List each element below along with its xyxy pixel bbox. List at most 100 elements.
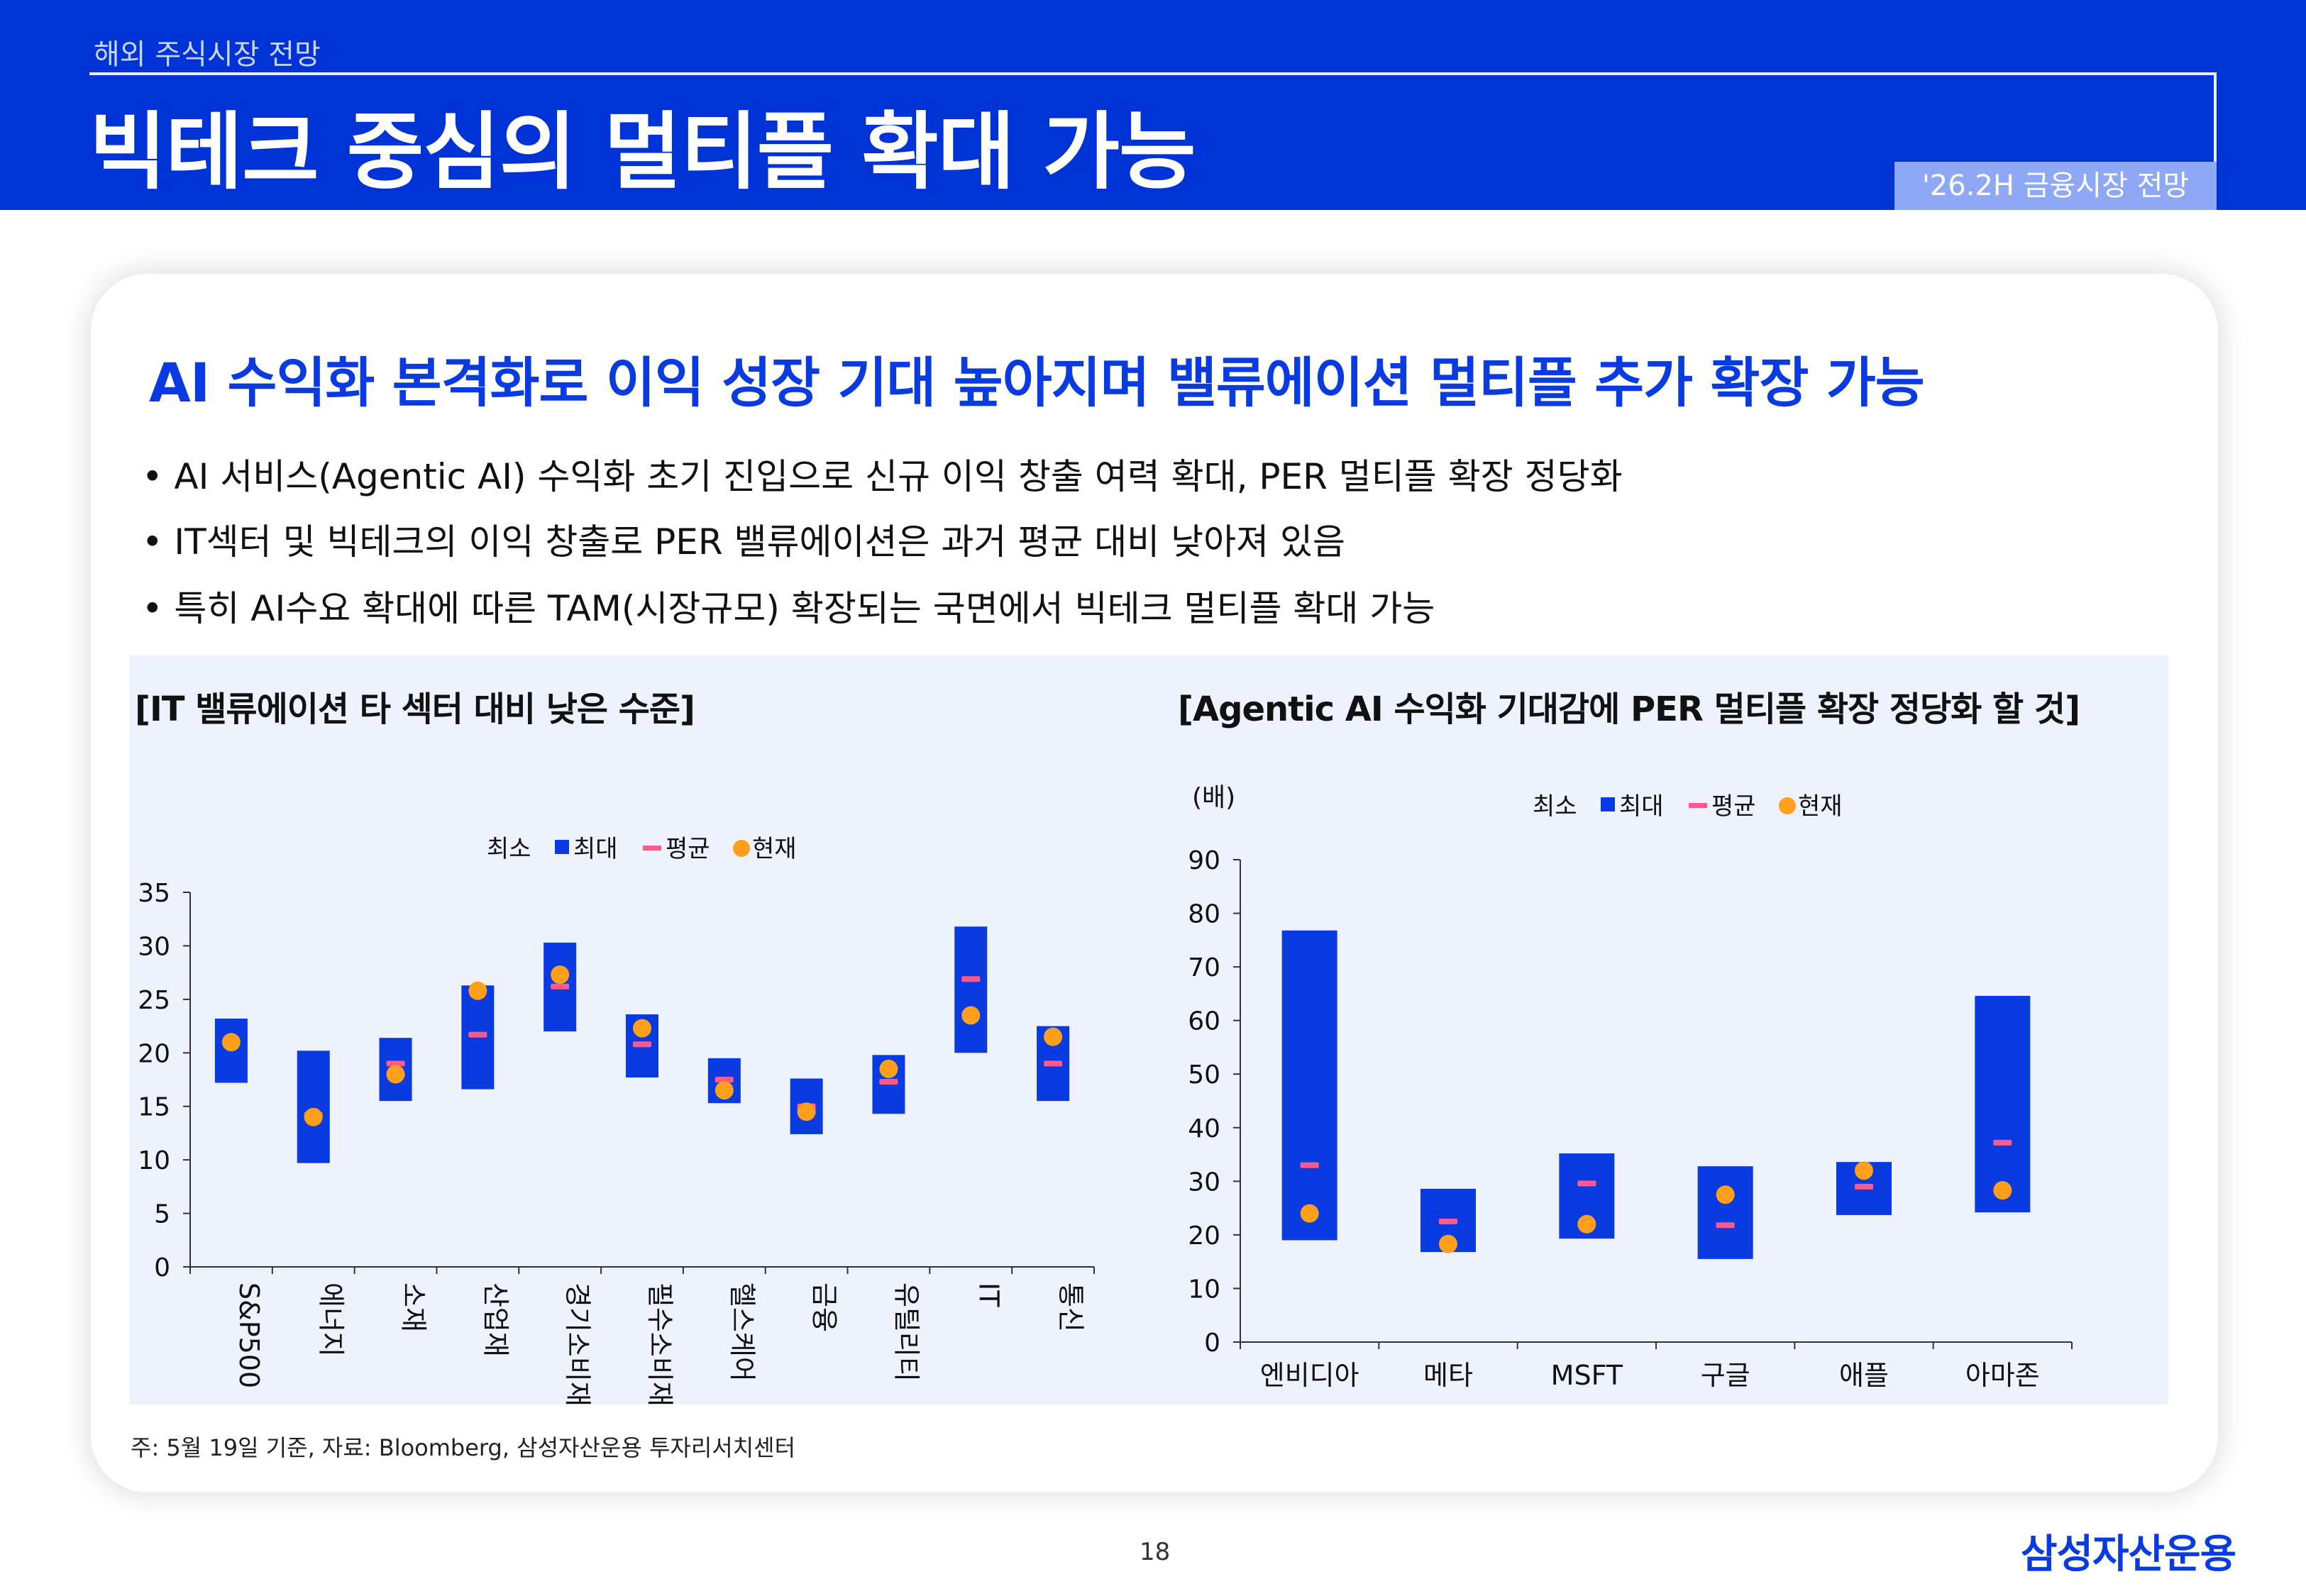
legend-label-max: 최대	[573, 835, 618, 863]
current-marker	[961, 1006, 981, 1025]
slide-subtitle: AI 수익화 본격화로 이익 성장 기대 높아지며 밸류에이션 멀티플 추가 확…	[149, 351, 1925, 414]
bar-range	[297, 1051, 330, 1163]
y-tick-label: 80	[1188, 900, 1220, 929]
footnote: 주: 5월 19일 기준, 자료: Bloomberg, 삼성자산운용 투자리서…	[131, 1434, 796, 1461]
current-marker	[1439, 1234, 1457, 1253]
legend-label-avg: 평균	[666, 835, 710, 863]
avg-marker	[1993, 1139, 2012, 1146]
y-tick-label: 30	[138, 932, 170, 961]
x-tick-label: 소재	[398, 1282, 429, 1332]
current-marker	[1577, 1214, 1596, 1234]
y-tick-label: 0	[154, 1253, 170, 1282]
current-marker	[551, 965, 570, 985]
x-tick-label: S&P500	[233, 1282, 265, 1388]
y-axis-label: (배)	[1192, 783, 1235, 812]
report-tag: '26.2H 금융시장 전망	[1894, 162, 2217, 210]
section-label: 해외 주식시장 전망	[94, 38, 321, 71]
bar-range	[1975, 995, 2031, 1213]
avg-marker	[551, 983, 570, 990]
avg-marker	[1855, 1183, 1873, 1190]
x-tick-label: 금융	[809, 1282, 840, 1332]
legend-swatch-avg	[643, 846, 661, 850]
current-marker	[1716, 1185, 1735, 1204]
current-marker	[386, 1065, 405, 1084]
bullet-item: • IT섹터 및 빅테크의 이익 창출로 PER 밸류에이션은 과거 평균 대비…	[142, 521, 1345, 563]
legend-label-min: 최소	[1533, 792, 1577, 821]
current-marker	[304, 1107, 323, 1126]
avg-marker	[468, 1031, 487, 1038]
avg-marker	[879, 1079, 898, 1085]
x-tick-label: 경기소비재	[562, 1282, 593, 1407]
y-tick-label: 5	[154, 1200, 170, 1229]
legend-label-max: 최대	[1619, 792, 1664, 821]
legend-label-current: 현재	[752, 835, 797, 863]
current-marker	[879, 1059, 898, 1078]
page-number: 18	[1140, 1538, 1171, 1566]
bar-range	[1281, 930, 1337, 1241]
y-tick-label: 40	[1188, 1114, 1220, 1143]
legend-swatch-current	[1779, 797, 1796, 814]
bar-range	[1697, 1166, 1753, 1259]
avg-marker	[961, 976, 981, 982]
x-tick-label: 아마존	[1965, 1360, 2040, 1391]
legend-label-current: 현재	[1798, 792, 1843, 821]
avg-marker	[1300, 1162, 1319, 1168]
legend-swatch-current	[733, 840, 750, 857]
x-tick-label: 필수소비재	[644, 1282, 675, 1407]
current-marker	[633, 1019, 651, 1038]
y-tick-label: 15	[138, 1093, 170, 1122]
x-tick-label: 통신	[1055, 1282, 1086, 1332]
current-marker	[715, 1081, 734, 1100]
y-tick-label: 90	[1188, 846, 1220, 875]
x-tick-label: 헬스케어	[727, 1282, 758, 1382]
bullet-item: • 특히 AI수요 확대에 따른 TAM(시장규모) 확장되는 국면에서 빅테크…	[142, 588, 1435, 629]
current-marker	[1993, 1181, 2012, 1200]
y-tick-label: 50	[1188, 1060, 1220, 1090]
x-tick-label: 엔비디아	[1260, 1360, 1359, 1391]
avg-marker	[715, 1077, 734, 1082]
chart-title-bigtech: [Agentic AI 수익화 기대감에 PER 멀티플 확장 정당화 할 것]	[1178, 689, 2080, 729]
x-tick-label: 산업재	[480, 1282, 511, 1357]
page-title: 빅테크 중심의 멀티플 확대 가능	[89, 103, 1196, 201]
y-tick-label: 35	[138, 879, 170, 908]
y-tick-label: 10	[1188, 1275, 1220, 1304]
legend-swatch-max	[1601, 797, 1615, 811]
y-tick-label: 10	[138, 1146, 170, 1175]
legend-swatch-max	[555, 840, 569, 854]
avg-marker	[1577, 1180, 1596, 1187]
y-tick-label: 70	[1188, 953, 1220, 982]
x-tick-label: IT	[973, 1282, 1004, 1307]
x-tick-label: 애플	[1839, 1360, 1889, 1391]
chart-title-sector: [IT 밸류에이션 타 섹터 대비 낮은 수준]	[135, 689, 695, 729]
header-divider	[89, 72, 2217, 75]
avg-marker	[1044, 1060, 1063, 1067]
avg-marker	[633, 1041, 651, 1048]
avg-marker	[1439, 1219, 1457, 1224]
legend-label-min: 최소	[487, 835, 531, 863]
y-tick-label: 20	[1188, 1221, 1220, 1251]
y-tick-label: 30	[1188, 1168, 1220, 1197]
x-tick-label: MSFT	[1551, 1360, 1623, 1391]
avg-marker	[386, 1060, 405, 1067]
current-marker	[797, 1102, 816, 1121]
header-divider-vertical	[2214, 72, 2217, 209]
legend-swatch-avg	[1689, 803, 1707, 808]
current-marker	[1855, 1161, 1873, 1180]
y-tick-label: 60	[1188, 1007, 1220, 1036]
bar-range	[954, 926, 988, 1053]
current-marker	[221, 1033, 241, 1052]
x-tick-label: 유틸리티	[890, 1282, 922, 1382]
current-marker	[468, 981, 487, 1000]
x-tick-label: 메타	[1423, 1360, 1473, 1391]
y-tick-label: 20	[138, 1039, 170, 1068]
current-marker	[1044, 1027, 1063, 1046]
x-tick-label: 에너지	[316, 1282, 347, 1357]
x-tick-label: 구글	[1701, 1360, 1750, 1391]
avg-marker	[1716, 1222, 1735, 1229]
y-tick-label: 0	[1204, 1329, 1220, 1358]
bullet-item: • AI 서비스(Agentic AI) 수익화 초기 진입으로 신규 이익 창…	[142, 456, 1623, 497]
legend-label-avg: 평균	[1711, 792, 1756, 821]
company-logo: 삼성자산운용	[2021, 1531, 2236, 1578]
y-tick-label: 25	[138, 986, 170, 1015]
